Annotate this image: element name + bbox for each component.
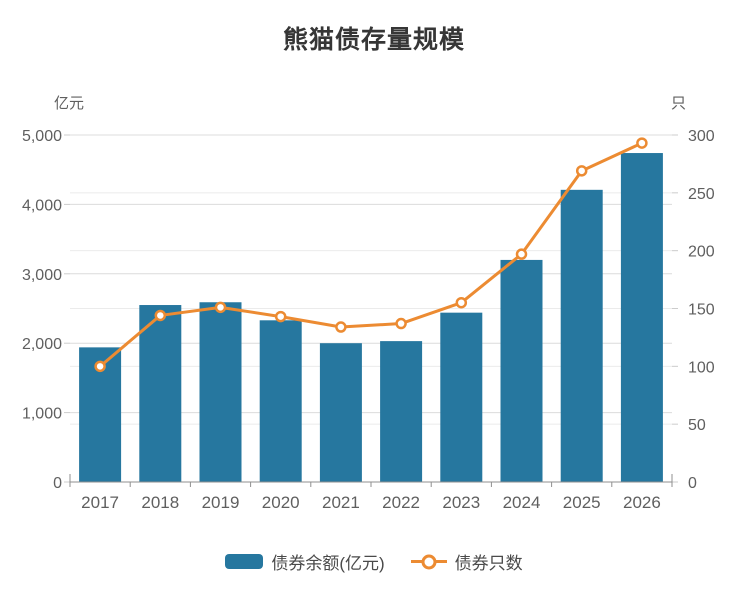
line-series-marker-icon bbox=[410, 554, 447, 569]
bar-2019[interactable] bbox=[199, 302, 242, 482]
x-tick-label-2026: 2026 bbox=[623, 493, 661, 512]
x-tick-label-2017: 2017 bbox=[81, 493, 119, 512]
line-point-2022[interactable] bbox=[395, 317, 407, 330]
x-tick-label-2023: 2023 bbox=[442, 493, 480, 512]
bar-2018[interactable] bbox=[139, 305, 182, 482]
bar-series bbox=[79, 153, 663, 483]
line-series bbox=[94, 137, 648, 373]
line-point-2025[interactable] bbox=[575, 165, 588, 177]
left-tick-label: 3,000 bbox=[22, 267, 62, 284]
right-tick-label: 0 bbox=[688, 475, 697, 492]
bar-2024[interactable] bbox=[500, 259, 543, 482]
line-point-2023[interactable] bbox=[455, 296, 468, 309]
legend-item-bar-series[interactable]: 债券余额(亿元) bbox=[225, 549, 385, 574]
chart-title: 熊猫债存量规模 bbox=[282, 26, 465, 54]
line-point-2018[interactable] bbox=[154, 309, 167, 322]
x-tick-label-2020: 2020 bbox=[262, 493, 300, 512]
legend-item-line-series[interactable]: 债券只数 bbox=[410, 549, 523, 574]
left-axis-tick-labels: 0 1,000 2,000 3,000 4,000 5,000 bbox=[22, 128, 62, 492]
x-tick-label-2022: 2022 bbox=[382, 493, 420, 512]
bar-series-swatch-icon bbox=[225, 554, 264, 569]
x-axis bbox=[69, 474, 673, 487]
right-tick-label: 300 bbox=[688, 128, 715, 145]
x-axis-category-labels: 2017 2018 2019 2020 2021 2022 2023 2024 2025 2026 bbox=[81, 493, 661, 512]
left-tick-label: 0 bbox=[53, 475, 62, 492]
right-tick-label: 100 bbox=[688, 359, 715, 376]
left-tick-label: 2,000 bbox=[22, 336, 62, 353]
bar-2020[interactable] bbox=[259, 320, 302, 482]
line-point-2021[interactable] bbox=[335, 321, 347, 333]
right-tick-label: 200 bbox=[688, 244, 715, 261]
bar-2026[interactable] bbox=[620, 153, 663, 482]
x-tick-label-2025: 2025 bbox=[563, 493, 601, 512]
line-point-2020[interactable] bbox=[274, 310, 287, 323]
left-tick-label: 5,000 bbox=[22, 128, 62, 145]
left-tick-label: 1,000 bbox=[22, 406, 62, 423]
left-axis-unit-label: 亿元 bbox=[54, 95, 85, 112]
y-axis-tick-marks bbox=[64, 134, 678, 483]
x-tick-label-2018: 2018 bbox=[141, 493, 179, 512]
bar-2025[interactable] bbox=[560, 189, 603, 483]
bar-2023[interactable] bbox=[440, 312, 483, 482]
bar-2021[interactable] bbox=[319, 343, 362, 482]
bar-2022[interactable] bbox=[380, 341, 423, 482]
line-point-2017[interactable] bbox=[94, 360, 106, 373]
x-tick-label-2024: 2024 bbox=[503, 493, 541, 512]
right-axis-tick-labels: 0 50 100 150 200 250 300 bbox=[688, 128, 715, 492]
bar-series-legend-label: 债券余额(亿元) bbox=[271, 554, 385, 573]
right-tick-label: 150 bbox=[688, 302, 715, 319]
line-series-legend-label: 债券只数 bbox=[454, 554, 523, 573]
x-tick-label-2021: 2021 bbox=[322, 493, 360, 512]
line-point-2019[interactable] bbox=[214, 301, 227, 314]
right-tick-label: 250 bbox=[688, 186, 715, 203]
line-point-2024[interactable] bbox=[515, 248, 528, 260]
right-tick-label: 50 bbox=[688, 417, 706, 434]
x-tick-label-2019: 2019 bbox=[202, 493, 240, 512]
legend: 债券余额(亿元) 债券只数 bbox=[0, 549, 748, 574]
right-axis-unit-label: 只 bbox=[671, 95, 687, 112]
left-tick-label: 4,000 bbox=[22, 197, 62, 214]
line-point-2026[interactable] bbox=[636, 137, 648, 149]
